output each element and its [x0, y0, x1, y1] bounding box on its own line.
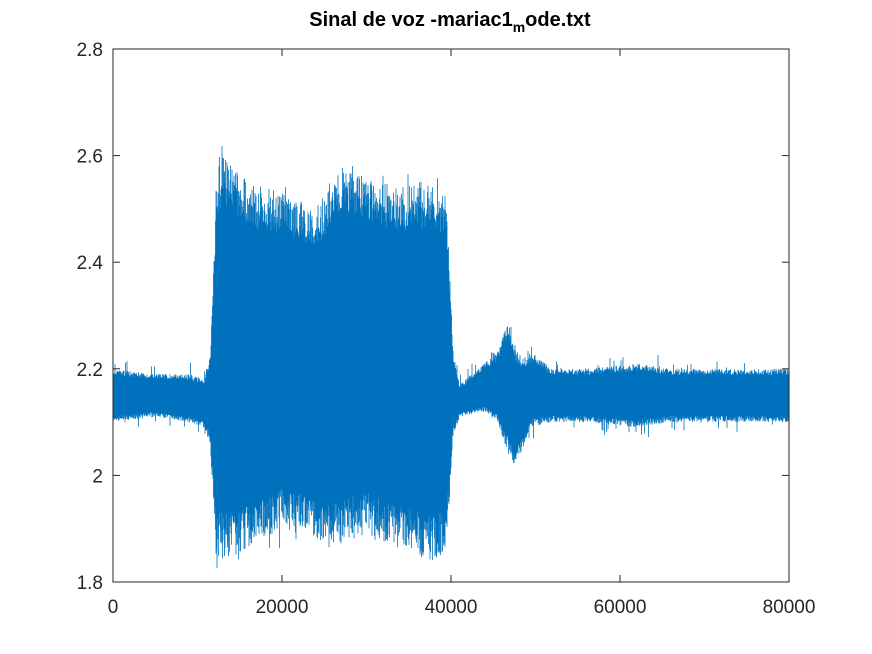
- chart-title: Sinal de voz -mariac1mode.txt: [309, 9, 591, 35]
- x-tick-label: 80000: [763, 597, 816, 618]
- y-tick-label: 2.2: [77, 360, 103, 381]
- x-tick-label: 20000: [256, 597, 309, 618]
- signal-layer: [113, 146, 789, 568]
- y-tick-label: 2.8: [77, 40, 103, 61]
- chart-title-subscript: m: [513, 19, 525, 35]
- y-tick-label: 2.4: [77, 253, 104, 274]
- chart-title-main: Sinal de voz -mariac1: [309, 9, 512, 31]
- x-tick-label: 40000: [425, 597, 478, 618]
- y-tick-label: 2: [92, 466, 103, 487]
- y-tick-label: 2.6: [77, 147, 103, 168]
- tick-layer: 0 20000 40000 60000 80000 1.8 2 2.2 2.4 2.6 2.8: [77, 40, 816, 618]
- x-tick-label: 0: [108, 597, 119, 618]
- y-tick-label: 1.8: [77, 573, 103, 594]
- signal-series-line: [113, 146, 789, 568]
- chart-title-end: ode.txt: [525, 9, 591, 31]
- x-tick-label: 60000: [594, 597, 647, 618]
